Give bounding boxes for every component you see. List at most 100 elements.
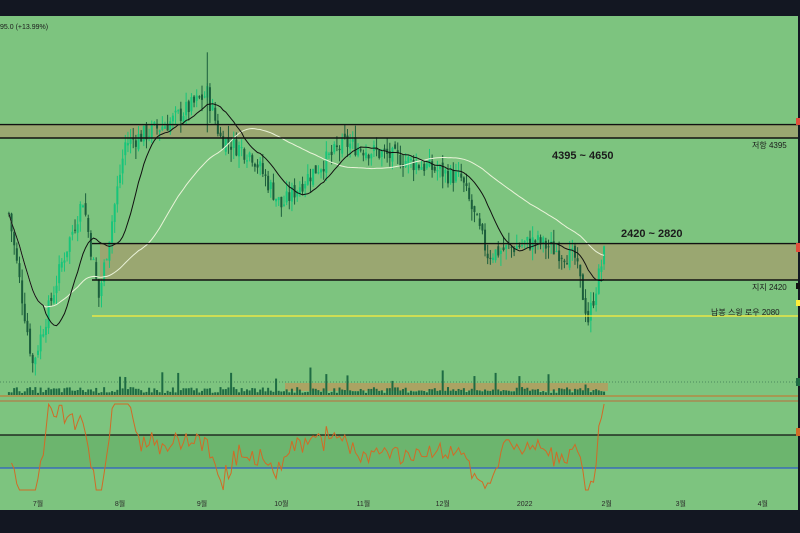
volume-bar bbox=[531, 389, 534, 395]
candle-body bbox=[119, 174, 121, 184]
candle-body bbox=[100, 282, 103, 297]
volume-bar bbox=[283, 391, 285, 395]
volume-bar bbox=[306, 391, 309, 395]
candle-body bbox=[499, 250, 502, 254]
volume-bar bbox=[468, 390, 471, 395]
candle-body bbox=[15, 248, 18, 261]
candle-body bbox=[468, 187, 471, 200]
candle-body bbox=[253, 163, 256, 167]
volume-bar bbox=[489, 390, 492, 395]
volume-bar bbox=[335, 392, 338, 395]
candle-body bbox=[293, 185, 296, 198]
candle-body bbox=[425, 163, 428, 169]
candle-body bbox=[126, 143, 129, 146]
support-zone bbox=[100, 243, 798, 280]
candle-body bbox=[174, 110, 177, 113]
candle-body bbox=[13, 231, 16, 246]
volume-bar bbox=[238, 392, 241, 395]
volume-bar bbox=[227, 387, 230, 395]
volume-bar bbox=[208, 388, 211, 395]
volume-bar bbox=[317, 390, 320, 395]
volume-bar bbox=[269, 390, 272, 395]
volume-bar bbox=[166, 390, 169, 395]
volume-bar bbox=[603, 391, 606, 395]
volume-bar bbox=[13, 388, 16, 395]
candle-body bbox=[224, 138, 227, 152]
candle-body bbox=[338, 148, 341, 151]
volume-bar bbox=[552, 389, 555, 395]
volume-bar bbox=[595, 389, 598, 395]
candle-body bbox=[177, 110, 180, 112]
volume-bar bbox=[47, 387, 50, 395]
candle-body bbox=[555, 251, 558, 253]
candle-body bbox=[248, 152, 251, 158]
candle-body bbox=[571, 248, 574, 250]
volume-bar bbox=[92, 391, 95, 395]
candle-body bbox=[203, 96, 206, 98]
candle-body bbox=[121, 158, 124, 174]
candle-body bbox=[208, 87, 211, 112]
candle-body bbox=[31, 354, 34, 364]
candle-body bbox=[349, 143, 352, 149]
candle-body bbox=[240, 147, 243, 149]
candle-body bbox=[515, 245, 518, 250]
candle-body bbox=[145, 124, 148, 140]
rsi-pane bbox=[0, 400, 798, 491]
volume-bar bbox=[111, 391, 114, 395]
candle-body bbox=[92, 259, 95, 261]
candle-body bbox=[380, 151, 383, 157]
candle-body bbox=[431, 161, 434, 170]
volume-bar bbox=[116, 389, 119, 395]
candle-body bbox=[502, 247, 505, 251]
candle-body bbox=[581, 274, 584, 300]
volume-bar bbox=[367, 388, 370, 395]
candle-body bbox=[378, 149, 381, 158]
candle-body bbox=[50, 297, 53, 301]
volume-bar bbox=[275, 378, 278, 395]
candle-body bbox=[542, 237, 545, 244]
candle-body bbox=[584, 297, 587, 314]
volume-bar bbox=[555, 392, 558, 395]
candle-body bbox=[388, 151, 391, 159]
candle-body bbox=[394, 144, 397, 149]
candle-body bbox=[232, 138, 235, 148]
volume-bar bbox=[417, 390, 420, 395]
volume-bar bbox=[494, 372, 497, 395]
volume-bar bbox=[142, 392, 145, 395]
volume-bar bbox=[52, 388, 55, 395]
price-marker-yellow bbox=[796, 300, 800, 306]
candle-body bbox=[21, 280, 24, 304]
volume-bar bbox=[195, 388, 198, 395]
volume-bar bbox=[536, 389, 539, 395]
candle-body bbox=[89, 232, 92, 257]
candle-body bbox=[454, 171, 457, 182]
candle-body bbox=[505, 244, 508, 249]
volume-bar bbox=[74, 390, 77, 395]
candle-body bbox=[367, 154, 370, 159]
candle-body bbox=[460, 173, 463, 178]
candle-body bbox=[439, 165, 442, 169]
candle-body bbox=[383, 148, 386, 151]
volume-bar bbox=[58, 388, 61, 395]
volume-bar bbox=[433, 388, 436, 395]
candle-body bbox=[230, 146, 233, 150]
volume-bar bbox=[29, 387, 32, 395]
volume-bar bbox=[137, 388, 140, 395]
candle-body bbox=[227, 137, 230, 144]
volume-bar bbox=[169, 391, 172, 395]
candle-body bbox=[420, 166, 423, 170]
volume-bar bbox=[108, 392, 111, 395]
volume-bar bbox=[15, 387, 18, 395]
volume-bar bbox=[68, 387, 71, 395]
volume-bar bbox=[542, 391, 545, 395]
candle-body bbox=[552, 241, 555, 255]
candle-body bbox=[333, 143, 336, 153]
volume-bar bbox=[415, 391, 418, 395]
candle-body bbox=[261, 163, 264, 174]
candle-body bbox=[134, 140, 137, 147]
volume-bar bbox=[97, 392, 100, 395]
candle-body bbox=[354, 137, 357, 156]
volume-pane bbox=[0, 367, 798, 397]
candle-body bbox=[129, 137, 132, 144]
